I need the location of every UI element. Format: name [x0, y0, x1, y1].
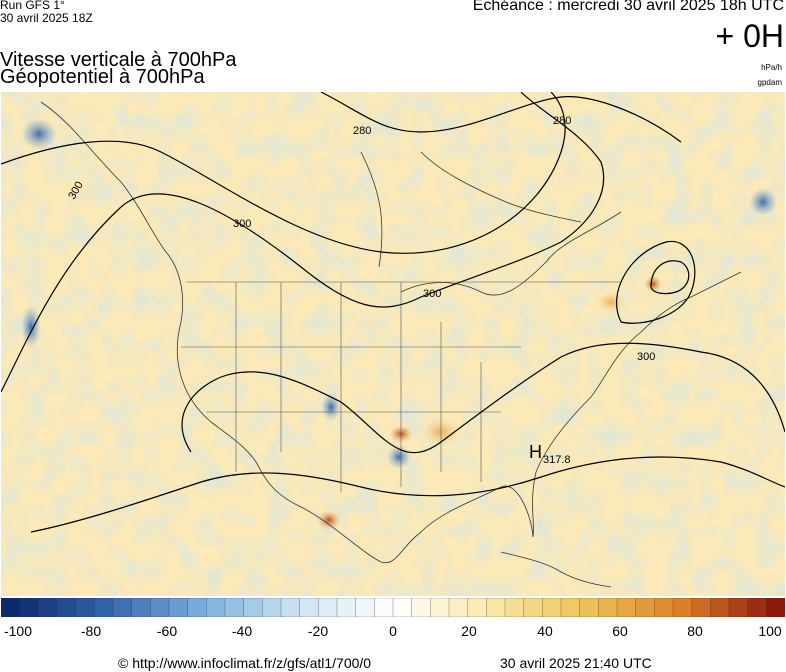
colorbar-swatch: [635, 598, 655, 617]
colorbar-tick-label: 40: [537, 623, 553, 639]
colorbar-tick-label: -100: [3, 623, 33, 639]
generation-timestamp: 30 avril 2025 21:40 UTC: [500, 655, 652, 671]
colorbar-tick-label: 80: [687, 623, 703, 639]
map-title-vertical-speed: Vitesse verticale à 700hPa: [0, 49, 237, 71]
colorbar-swatch: [94, 598, 114, 617]
colorbar-swatch: [150, 598, 170, 617]
colorbar-swatch: [579, 598, 599, 617]
colorbar-tick-label: 60: [612, 623, 628, 639]
colorbar-swatch: [262, 598, 282, 617]
lead-time: + 0H: [715, 18, 784, 54]
unit-label-vertical-speed: hPa/h: [761, 63, 782, 72]
colorbar-tick-label: 0: [389, 623, 397, 639]
colorbar-swatch: [355, 598, 375, 617]
colorbar-swatch: [318, 598, 338, 617]
contour-label: 300: [233, 218, 251, 230]
colorbar-swatch: [691, 598, 711, 617]
colorbar-swatch: [448, 598, 469, 617]
high-pressure-value: 317.8: [543, 454, 571, 466]
unit-label-geopotential: gpdam: [757, 78, 782, 87]
colorbar-swatch: [672, 598, 693, 617]
colorbar-swatch: [560, 598, 581, 617]
colorbar-swatch: [280, 598, 301, 617]
ascent-area: [749, 188, 777, 216]
high-pressure-symbol: H: [529, 442, 542, 462]
colorbar-tick-label: -80: [80, 623, 102, 639]
run-label: Run GFS 1°: [0, 0, 65, 12]
colorbar-swatch: [299, 598, 319, 617]
colorbar-tick-label: -20: [307, 623, 329, 639]
vertical-speed-field: [1, 92, 785, 596]
colorbar-swatch: [38, 598, 58, 617]
ascent-area: [21, 305, 41, 349]
descent-area: [595, 290, 627, 314]
descent-area: [317, 510, 341, 530]
copyright-link[interactable]: © http://www.infoclimat.fr/z/gfs/atl1/70…: [118, 655, 372, 671]
colorbar-tick-label: 100: [758, 623, 782, 639]
colorbar: [1, 598, 785, 617]
descent-area: [644, 275, 662, 293]
colorbar-swatch: [75, 598, 95, 617]
colorbar-swatch: [1, 598, 21, 617]
colorbar-swatch: [187, 598, 207, 617]
colorbar-swatch: [766, 598, 785, 617]
forecast-time: Echéance : mercredi 30 avril 2025 18h UT…: [472, 0, 784, 14]
colorbar-swatch: [392, 598, 413, 617]
colorbar-swatch: [542, 598, 562, 617]
coastlines: [40, 101, 742, 588]
contour-label: 300: [637, 351, 655, 363]
colorbar-swatch: [523, 598, 543, 617]
map-title-geopotential: Géopotentiel à 700hPa: [0, 66, 205, 88]
colorbar-swatch: [467, 598, 487, 617]
contour-label: 280: [553, 115, 571, 127]
colorbar-swatch: [19, 598, 39, 617]
colorbar-swatch: [728, 598, 749, 617]
colorbar-swatch: [598, 598, 618, 617]
run-date: 30 avril 2025 18Z: [0, 11, 93, 25]
colorbar-swatch: [504, 598, 525, 617]
contour-label: 280: [353, 125, 371, 137]
colorbar-swatch: [747, 598, 767, 617]
weather-map: 280 280 300 300 300 300 H 317.8: [1, 92, 785, 596]
colorbar-swatch: [336, 598, 357, 617]
colorbar-tick-label: 20: [461, 623, 477, 639]
colorbar-swatch: [206, 598, 226, 617]
contour-label: 300: [423, 288, 441, 300]
colorbar-tick-label: -60: [156, 623, 178, 639]
colorbar-swatch: [411, 598, 431, 617]
ascent-area: [21, 118, 57, 150]
colorbar-swatch: [131, 598, 151, 617]
colorbar-swatch: [430, 598, 450, 617]
colorbar-swatch: [374, 598, 394, 617]
colorbar-swatch: [616, 598, 637, 617]
colorbar-swatch: [654, 598, 674, 617]
colorbar-swatch: [710, 598, 730, 617]
colorbar-swatch: [243, 598, 263, 617]
colorbar-swatch: [486, 598, 506, 617]
colorbar-swatch: [112, 598, 133, 617]
colorbar-swatch: [224, 598, 245, 617]
colorbar-tick-label: -40: [231, 623, 253, 639]
geopotential-contours: [1, 92, 785, 533]
state-borders: [181, 281, 621, 492]
colorbar-swatch: [56, 598, 77, 617]
colorbar-swatch: [168, 598, 189, 617]
